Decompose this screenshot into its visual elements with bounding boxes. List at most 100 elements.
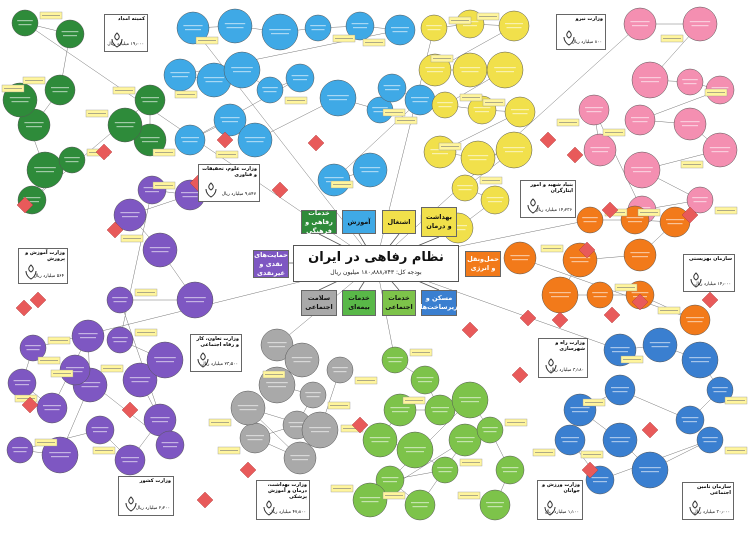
circle-text-line — [15, 384, 29, 386]
circle-text-line — [154, 357, 176, 359]
program-circle — [284, 342, 320, 378]
program-circle — [479, 489, 511, 521]
circle-text-line — [469, 159, 487, 161]
circle-text-line — [49, 452, 71, 454]
circle-text-line — [641, 81, 659, 83]
program-circle — [155, 430, 185, 460]
ministry-box: وزارت بهداشت، درمان و آموزش پزشکی ۴۷٫۸۰۰ … — [256, 480, 310, 520]
program-circle — [631, 451, 669, 489]
program-circle — [675, 405, 705, 435]
note-text-line — [462, 462, 480, 463]
note-text-line — [640, 212, 658, 213]
note-text-line — [385, 495, 403, 496]
circle-text-line — [131, 381, 149, 383]
note-text-line — [605, 132, 623, 133]
program-circle — [586, 281, 614, 309]
note-text-line — [485, 102, 503, 103]
circle-text-line — [181, 137, 199, 139]
circle-text-line — [411, 502, 429, 504]
circle-text-line — [78, 333, 98, 335]
program-circle — [423, 135, 457, 169]
circle-text-line — [26, 126, 42, 128]
circle-text-line — [611, 387, 629, 389]
circle-text-line — [311, 431, 329, 433]
circle-text-line — [693, 201, 707, 203]
circle-text-line — [503, 471, 517, 473]
category-insurance: خدمات بیمه‌ای — [342, 290, 376, 316]
program-circle — [495, 131, 533, 169]
program-circle — [107, 107, 143, 143]
program-circle — [58, 146, 86, 174]
program-circle — [114, 444, 146, 476]
budget-diamond — [539, 131, 557, 149]
note-text-line — [103, 368, 121, 369]
emblem-icon — [205, 182, 217, 198]
emblem-icon — [125, 496, 137, 512]
program-circle — [452, 52, 488, 88]
note-text-line — [50, 340, 68, 341]
circle-text-line — [391, 27, 409, 29]
note-text-line — [683, 164, 701, 165]
note-text-line — [623, 359, 641, 360]
circle-text-line — [67, 371, 83, 373]
circle-text-line — [373, 111, 387, 113]
note-text-line — [287, 100, 305, 101]
program-circle — [624, 104, 656, 136]
program-circle — [44, 74, 76, 106]
circle-text-line — [290, 426, 304, 428]
circle-text-line — [142, 141, 158, 143]
program-circle — [476, 416, 504, 444]
program-circle — [283, 441, 317, 475]
circle-text-line — [425, 67, 445, 69]
circle-text-line — [651, 346, 669, 348]
budget-diamond — [701, 291, 719, 309]
emblem-icon — [25, 264, 37, 280]
circle-text-line — [222, 121, 238, 123]
circle-text-line — [81, 386, 99, 388]
program-circle — [6, 436, 34, 464]
circle-text-line — [506, 27, 522, 29]
circle-text-line — [569, 257, 591, 259]
program-circle — [431, 91, 459, 119]
program-circle — [319, 79, 357, 117]
program-circle — [554, 424, 586, 456]
program-circle — [623, 7, 657, 41]
program-circle — [410, 365, 440, 395]
circle-text-line — [271, 33, 289, 35]
circle-text-line — [482, 427, 498, 429]
circle-text-line — [181, 192, 199, 194]
budget-diamond — [29, 291, 47, 309]
ministry-box: وزارت تعاون، کار و رفاه اجتماعی ۲۳٫۵۰۰ می… — [190, 334, 242, 372]
category-housing: مسکن و زیرساخت‌ها — [420, 290, 458, 316]
note-text-line — [211, 422, 229, 423]
note-text-line — [198, 40, 216, 41]
program-circle — [576, 206, 604, 234]
note-text-line — [543, 248, 561, 249]
circle-text-line — [121, 457, 139, 459]
circle-text-line — [702, 437, 718, 439]
circle-text-line — [459, 397, 481, 399]
circle-text-line — [458, 189, 472, 191]
program-circle — [7, 368, 37, 398]
note-text-line — [115, 90, 133, 91]
note-text-line — [25, 80, 43, 81]
circle-text-line — [369, 437, 391, 439]
circle-text-line — [152, 421, 168, 423]
circle-text-line — [141, 97, 159, 99]
program-circle — [706, 376, 734, 404]
circle-text-line — [461, 71, 479, 73]
circle-text-line — [411, 97, 429, 99]
program-circle — [223, 51, 261, 89]
circle-text-line — [112, 297, 128, 299]
budget-diamond — [106, 221, 124, 239]
program-circle — [85, 415, 115, 445]
program-circle — [146, 341, 184, 379]
program-circle — [377, 73, 407, 103]
budget-diamond — [601, 201, 619, 219]
circle-text-line — [361, 171, 379, 173]
note-text-line — [451, 20, 469, 21]
diagram-title: نظام رفاهی در ایران — [308, 250, 444, 265]
note-text-line — [220, 450, 238, 451]
circle-text-line — [291, 75, 309, 77]
program-circle — [504, 96, 536, 128]
